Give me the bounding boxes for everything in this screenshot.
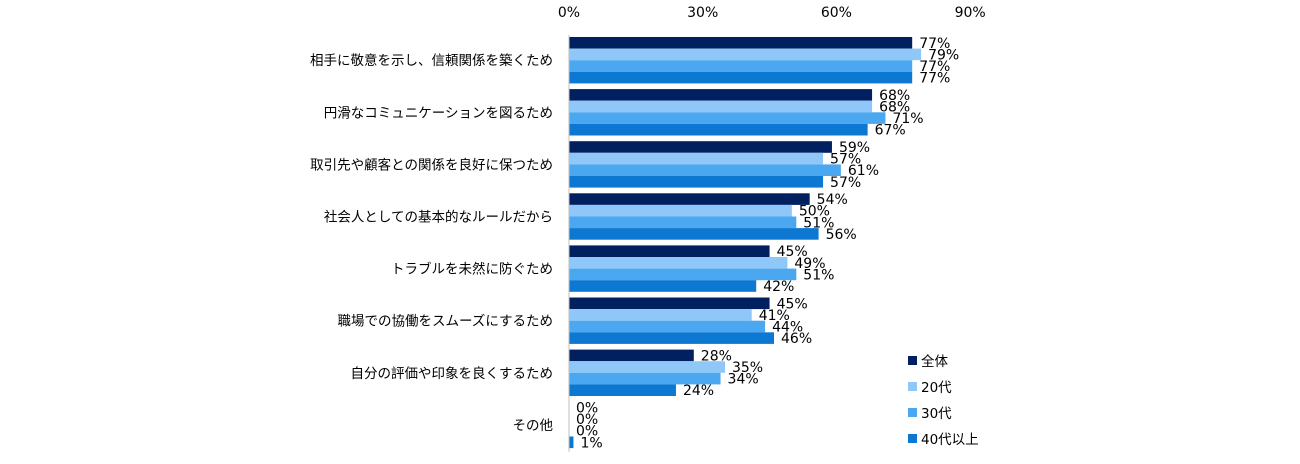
- bars: [569, 37, 922, 449]
- legend-swatch: [908, 408, 917, 417]
- bar: [569, 100, 873, 113]
- bar: [569, 297, 770, 310]
- data-label: 51%: [803, 267, 834, 283]
- category-label: 社会人としての基本的なルールだから: [324, 209, 553, 226]
- data-label: 35%: [732, 360, 763, 376]
- data-label: 45%: [777, 244, 808, 260]
- data-label: 0%: [576, 401, 598, 417]
- legend-swatch: [908, 434, 917, 443]
- data-label: 24%: [683, 383, 714, 399]
- category-label: トラブルを未然に防ぐため: [391, 261, 553, 278]
- legend-swatch: [908, 382, 917, 391]
- legend-swatch: [908, 356, 917, 365]
- bar: [569, 216, 797, 229]
- category-label: 職場での協働をスムーズにするため: [338, 314, 553, 330]
- data-label: 77%: [919, 36, 950, 52]
- legend-label: 20代: [921, 380, 952, 396]
- data-label: 67%: [875, 123, 906, 139]
- legend-label: 全体: [921, 353, 949, 370]
- data-label: 44%: [772, 320, 803, 336]
- data-label: 41%: [759, 308, 790, 324]
- legend-label: 30代: [921, 406, 952, 422]
- bar: [569, 332, 775, 344]
- data-label: 46%: [781, 331, 812, 347]
- bar: [569, 152, 824, 165]
- bar: [569, 60, 913, 72]
- bar: [569, 141, 832, 153]
- data-label: 54%: [817, 192, 848, 208]
- data-label: 51%: [803, 215, 834, 231]
- category-label: 自分の評価や印象を良くするため: [351, 366, 554, 382]
- data-label: 57%: [830, 152, 861, 168]
- category-label: その他: [513, 418, 554, 434]
- data-label: 42%: [763, 279, 794, 295]
- x-tick-label: 90%: [955, 5, 986, 21]
- bar: [569, 48, 922, 61]
- bar: [569, 193, 810, 205]
- data-labels: 77%79%77%77%68%68%71%67%59%57%61%57%54%5…: [576, 36, 959, 451]
- bar: [569, 37, 913, 49]
- bar: [569, 309, 752, 321]
- data-label: 59%: [839, 140, 870, 156]
- bar: [569, 228, 819, 240]
- bar: [569, 349, 694, 362]
- legend-label: 40代以上: [921, 432, 979, 448]
- category-label: 取引先や顧客との関係を良好に保つため: [310, 156, 553, 173]
- x-tick-label: 0%: [558, 5, 580, 21]
- bar: [569, 361, 725, 373]
- category-label: 円滑なコミュニケーションを図るため: [324, 105, 553, 121]
- bar: [569, 320, 766, 333]
- data-label: 77%: [919, 71, 950, 87]
- bar: [569, 280, 757, 292]
- x-axis-ticks: 0% 30% 60% 90%: [558, 5, 986, 21]
- category-labels: 相手に敬意を示し、信頼関係を築くため円滑なコミュニケーションを図るため取引先や顧…: [310, 52, 553, 434]
- bar: [569, 71, 913, 84]
- bar: [569, 123, 868, 136]
- data-label: 61%: [848, 163, 879, 179]
- data-label: 0%: [576, 412, 598, 428]
- bar: [569, 112, 886, 124]
- bar: [569, 268, 797, 281]
- data-label: 0%: [576, 424, 598, 440]
- x-tick-label: 30%: [687, 5, 718, 21]
- data-label: 68%: [879, 88, 910, 104]
- bar: [569, 384, 676, 396]
- data-label: 28%: [701, 348, 732, 364]
- data-label: 49%: [794, 256, 825, 272]
- category-label: 相手に敬意を示し、信頼関係を築くため: [310, 52, 553, 69]
- bar: [569, 245, 770, 257]
- data-label: 1%: [580, 435, 602, 451]
- x-tick-label: 60%: [821, 5, 852, 21]
- bar: [569, 164, 841, 176]
- bar: [569, 372, 721, 385]
- legend: 全体 20代 30代 40代以上: [908, 353, 979, 448]
- data-label: 71%: [892, 111, 923, 127]
- data-label: 57%: [830, 175, 861, 191]
- data-label: 68%: [879, 100, 910, 116]
- data-label: 77%: [919, 59, 950, 75]
- data-label: 45%: [777, 296, 808, 312]
- bar: [569, 89, 873, 101]
- bar: [569, 204, 792, 217]
- data-label: 50%: [799, 204, 830, 220]
- bar: [569, 257, 788, 269]
- data-label: 56%: [826, 227, 857, 243]
- data-label: 34%: [728, 372, 759, 388]
- bar: [569, 436, 574, 449]
- bar: [569, 176, 824, 188]
- data-label: 79%: [928, 47, 959, 63]
